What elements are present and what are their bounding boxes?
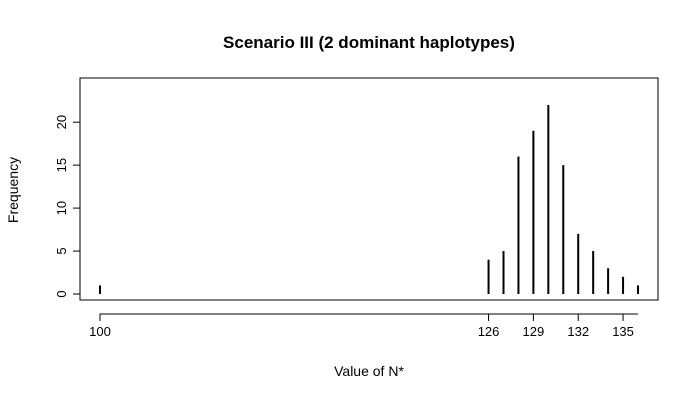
x-tick-label-126: 126 (478, 324, 500, 339)
plot-frame (79, 77, 659, 301)
bars-group (99, 105, 639, 294)
y-tick-label-0: 0 (54, 290, 69, 297)
x-axis-label: Value of N* (334, 363, 404, 379)
y-tick-label-5: 5 (54, 247, 69, 254)
x-tick-label-132: 132 (567, 324, 589, 339)
x-tick-label-100: 100 (89, 324, 111, 339)
x-axis: 100 126 129 132 135 (89, 313, 638, 339)
y-axis: 0 5 10 15 20 (54, 105, 81, 298)
x-tick-label-135: 135 (612, 324, 634, 339)
y-tick-label-10: 10 (54, 201, 69, 215)
y-axis-label: Frequency (5, 157, 21, 223)
y-tick-label-20: 20 (54, 115, 69, 129)
x-tick-label-129: 129 (523, 324, 545, 339)
chart-title: Scenario III (2 dominant haplotypes) (223, 33, 515, 52)
y-tick-label-15: 15 (54, 158, 69, 172)
